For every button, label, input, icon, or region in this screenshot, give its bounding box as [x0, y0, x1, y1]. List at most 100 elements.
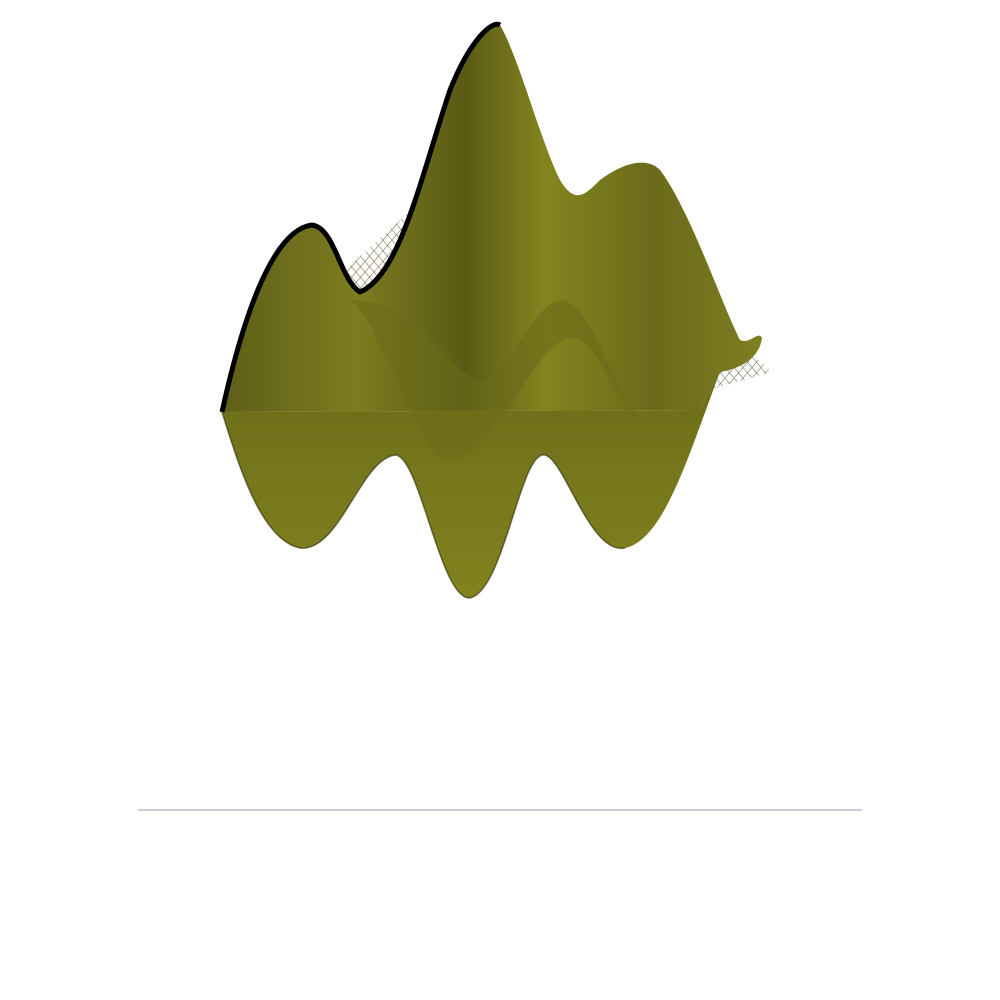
surface-front-wave: [222, 372, 720, 599]
mesh-line: [0, 120, 129, 450]
mesh-line: [952, 120, 1000, 450]
mesh-line: [884, 120, 1000, 450]
mesh-line: [979, 120, 1000, 450]
mesh-line: [0, 120, 215, 450]
mesh-line: [232, 130, 243, 445]
mesh-line: [0, 120, 161, 450]
mesh-line: [907, 120, 1000, 450]
mesh-line: [781, 120, 1000, 450]
mesh-line: [803, 120, 1000, 450]
mesh-line: [889, 120, 1000, 450]
mesh-line: [753, 130, 772, 445]
mesh-line: [970, 120, 1000, 450]
mesh-line: [0, 120, 3, 450]
mesh-line: [0, 120, 93, 450]
mesh-line: [862, 120, 1000, 450]
mesh-line: [690, 130, 772, 445]
mesh-line: [232, 130, 234, 445]
mesh-line: [871, 120, 1000, 450]
mesh-line: [835, 120, 1000, 450]
mesh-line: [988, 120, 1000, 450]
mesh-line: [232, 130, 252, 445]
mesh-line: [826, 120, 1000, 450]
mesh-line: [0, 120, 120, 450]
mesh-line: [0, 120, 192, 450]
mesh-line: [0, 120, 201, 450]
mesh-line: [911, 120, 1000, 450]
mesh-line: [766, 130, 772, 445]
mesh-line: [730, 130, 772, 445]
mesh-line: [739, 130, 772, 445]
mesh-line: [839, 120, 1000, 450]
mesh-line: [0, 120, 102, 450]
mesh-line: [0, 120, 21, 450]
mesh-line: [0, 120, 188, 450]
mesh-line: [0, 120, 138, 450]
mesh-line: [875, 120, 1000, 450]
mesh-line: [902, 120, 1000, 450]
mesh-line: [880, 120, 1000, 450]
mesh-line: [0, 120, 197, 450]
mesh-line: [735, 130, 772, 445]
mesh-line: [857, 120, 1000, 450]
mesh-line: [812, 120, 1000, 450]
mesh-line: [794, 120, 1000, 450]
surface-top-edge: [219, 21, 502, 413]
mesh-line: [776, 120, 1000, 450]
mesh-line: [0, 120, 147, 450]
mesh-line: [717, 130, 772, 445]
mesh-line: [748, 130, 772, 445]
mesh-line: [0, 120, 75, 450]
mesh-line: [0, 120, 224, 450]
mesh-line: [920, 120, 1000, 450]
mesh-line: [0, 120, 80, 450]
mesh-line: [925, 120, 1000, 450]
mesh-line: [0, 120, 84, 450]
mesh-line: [0, 120, 98, 450]
mesh-line: [0, 120, 179, 450]
surface-front-edge: [221, 411, 626, 599]
mesh-line: [817, 120, 1000, 450]
mesh-line: [844, 120, 1000, 450]
mesh-line: [0, 120, 210, 450]
mesh-line: [708, 130, 772, 445]
mesh-line: [0, 120, 152, 450]
mesh-line: [785, 120, 1000, 450]
mesh-line: [898, 120, 1000, 450]
mesh-line: [0, 120, 57, 450]
mesh-line: [0, 120, 107, 450]
mesh-line: [961, 120, 1000, 450]
mesh-line: [848, 120, 1000, 450]
mesh-line: [232, 130, 238, 445]
wavy-surface: [219, 21, 762, 599]
mesh-line: [232, 130, 247, 445]
surface-back-ridge: [222, 24, 762, 413]
mesh-line: [0, 120, 48, 450]
mesh-line: [232, 130, 256, 445]
mesh-line: [853, 120, 1000, 450]
mesh-line: [0, 120, 170, 450]
mesh-line: [0, 120, 111, 450]
mesh-line: [0, 120, 39, 450]
mesh-line: [866, 120, 1000, 450]
mesh-line: [699, 130, 772, 445]
mesh-line: [232, 130, 261, 445]
mesh-line: [0, 120, 156, 450]
mesh-line: [808, 120, 1000, 450]
mesh-line: [771, 130, 772, 445]
mesh-line: [0, 120, 12, 450]
mesh-line: [0, 120, 89, 450]
mesh-line: [0, 120, 174, 450]
mesh-line: [762, 130, 772, 445]
mesh-line: [0, 120, 125, 450]
mesh-line: [934, 120, 1000, 450]
mesh-line: [790, 120, 1000, 450]
mesh-line: [0, 120, 116, 450]
surface-mid-dip: [350, 300, 640, 462]
mesh-line: [0, 120, 143, 450]
mesh-line: [0, 120, 134, 450]
mesh-line: [744, 130, 772, 445]
mesh-line: [821, 120, 1000, 450]
mesh-line: [757, 130, 772, 445]
